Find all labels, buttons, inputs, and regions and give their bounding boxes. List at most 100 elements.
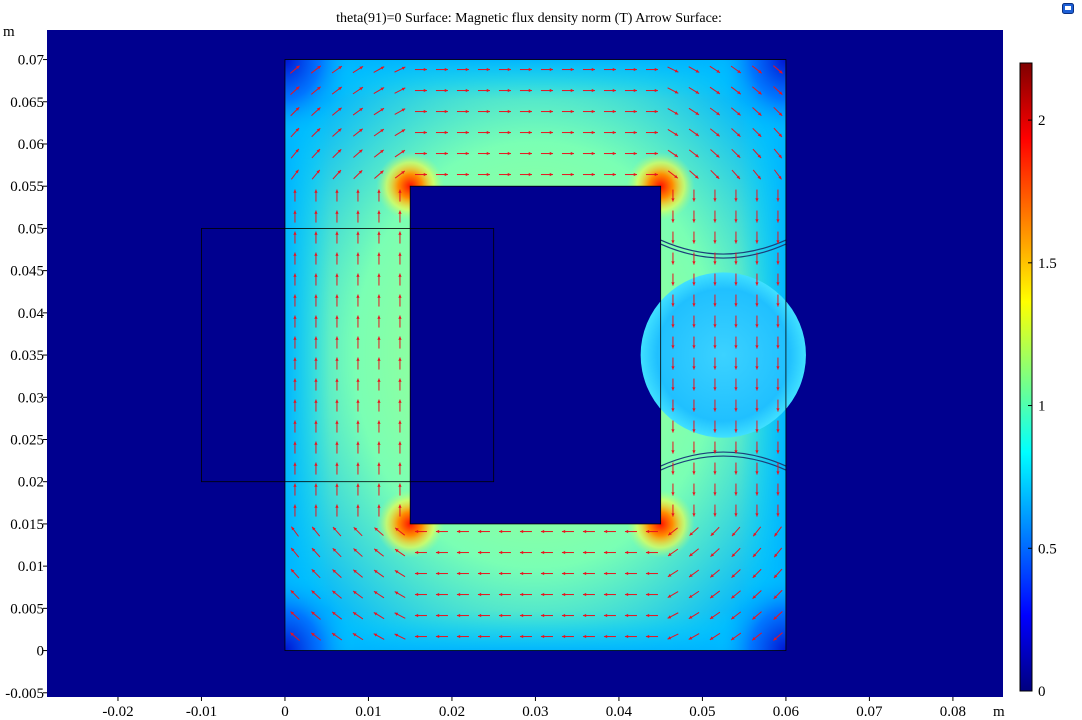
flux-arrow [394, 108, 406, 115]
air-gap-arc [660, 455, 787, 471]
flux-arrow [561, 172, 574, 177]
flux-arrow [335, 210, 339, 223]
window-restore-icon[interactable] [1062, 3, 1074, 14]
flux-arrow [293, 336, 297, 349]
flux-arrow [335, 483, 339, 496]
flux-arrow [752, 107, 762, 116]
flux-arrow [710, 149, 720, 158]
flux-arrow [311, 568, 321, 579]
flux-arrow [435, 613, 448, 618]
flux-arrow [645, 172, 658, 177]
flux-arrow [709, 65, 721, 74]
air-gap-arc [660, 451, 787, 467]
flux-arrow [755, 315, 759, 328]
flux-arrow [561, 634, 574, 639]
flux-arrow [734, 462, 738, 475]
y-tick-label: 0.035 [10, 348, 44, 364]
flux-arrow [713, 378, 717, 391]
flux-arrow [335, 189, 339, 202]
flux-arrow [688, 87, 700, 95]
flux-arrow [688, 149, 699, 158]
flux-arrow [713, 210, 717, 223]
flux-arrow [311, 526, 321, 537]
flux-arrow [540, 613, 553, 618]
x-tick-label: 0.05 [689, 704, 715, 720]
flux-arrow [414, 571, 427, 576]
flux-arrow [645, 88, 658, 93]
flux-arrow [624, 529, 637, 534]
flux-arrow [435, 529, 448, 534]
core-outer-outline [284, 59, 787, 651]
flux-arrow [356, 420, 360, 433]
flux-arrow [671, 189, 675, 202]
flux-arrow [709, 632, 721, 641]
flux-arrow [713, 483, 717, 496]
y-tick-label: 0.06 [18, 137, 45, 153]
flux-arrow [293, 399, 297, 412]
flux-arrow [394, 612, 406, 619]
flux-arrow [603, 592, 616, 597]
flux-arrow [311, 611, 321, 620]
flux-arrow [713, 189, 717, 202]
flux-arrow [293, 378, 297, 391]
flux-arrow [394, 149, 406, 158]
flux-arrow [335, 399, 339, 412]
flux-arrow [692, 315, 696, 328]
flux-arrow [293, 189, 297, 202]
flux-arrow [713, 336, 717, 349]
flux-arrow [752, 568, 762, 579]
flux-arrow [456, 634, 469, 639]
flux-arrow [314, 357, 318, 370]
flux-arrow [671, 399, 675, 412]
flux-arrow [624, 88, 637, 93]
flux-arrow [414, 592, 427, 597]
flux-arrow [776, 441, 780, 454]
y-tick-label: 0.05 [18, 221, 44, 237]
flux-arrow [498, 550, 511, 555]
flux-arrow [582, 634, 595, 639]
flux-arrow [314, 378, 318, 391]
flux-arrow [730, 65, 742, 74]
flux-arrow [314, 273, 318, 286]
flux-arrow [671, 231, 675, 244]
flux-arrow [734, 483, 738, 496]
flux-arrow [773, 611, 783, 621]
flux-arrow [414, 109, 427, 114]
flux-arrow [667, 548, 679, 557]
y-tick-label: 0.04 [18, 306, 45, 322]
flux-arrow [335, 357, 339, 370]
flux-arrow [290, 65, 300, 74]
flux-arrow [377, 210, 381, 223]
colorbar-tick-label: 0.5 [1038, 541, 1057, 557]
flux-arrow [373, 612, 385, 620]
x-tick-label: 0.06 [773, 704, 800, 720]
flux-arrow [692, 399, 696, 412]
flux-arrow [582, 67, 595, 72]
flux-arrow [414, 67, 427, 72]
flux-arrow [731, 169, 741, 180]
colorbar-gradient [1019, 62, 1033, 692]
flux-arrow [540, 172, 553, 177]
flux-arrow [561, 88, 574, 93]
flux-arrow [290, 148, 300, 159]
colorbar-tick-label: 1 [1038, 399, 1046, 415]
flux-arrow [332, 569, 342, 578]
flux-arrow [314, 189, 318, 202]
flux-arrow [755, 483, 759, 496]
flux-arrow [755, 504, 759, 517]
flux-arrow [731, 128, 741, 137]
outer-corner-low-field [284, 570, 355, 651]
flux-arrow [752, 86, 762, 95]
flux-arrow [352, 65, 364, 74]
flux-arrow [713, 294, 717, 307]
flux-arrow [398, 378, 402, 391]
flux-arrow [477, 109, 490, 114]
flux-arrow [603, 67, 616, 72]
flux-arrow [293, 210, 297, 223]
flux-arrow [293, 315, 297, 328]
flux-arrow [752, 590, 762, 599]
y-tick-label: 0.025 [10, 432, 44, 448]
flux-arrow [671, 441, 675, 454]
flux-arrow [688, 633, 700, 640]
